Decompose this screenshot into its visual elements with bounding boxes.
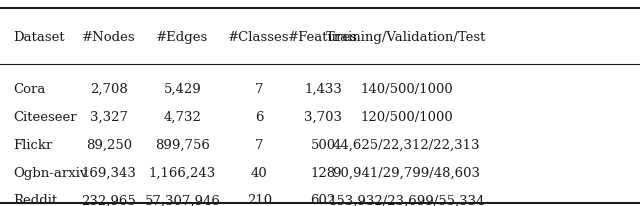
Text: 500: 500 [310, 139, 336, 152]
Text: Reddit: Reddit [13, 194, 57, 206]
Text: 44,625/22,312/22,313: 44,625/22,312/22,313 [333, 139, 480, 152]
Text: 89,250: 89,250 [86, 139, 132, 152]
Text: 169,343: 169,343 [81, 166, 136, 180]
Text: 128: 128 [310, 166, 336, 180]
Text: Flickr: Flickr [13, 139, 52, 152]
Text: #Edges: #Edges [156, 30, 209, 44]
Text: #Classes: #Classes [228, 30, 290, 44]
Text: 602: 602 [310, 194, 336, 206]
Text: 90,941/29,799/48,603: 90,941/29,799/48,603 [332, 166, 481, 180]
Text: 3,327: 3,327 [90, 111, 128, 124]
Text: 7: 7 [255, 139, 264, 152]
Text: 40: 40 [251, 166, 268, 180]
Text: Citeeseer: Citeeseer [13, 111, 76, 124]
Text: #Nodes: #Nodes [82, 30, 136, 44]
Text: Ogbn-arxiv: Ogbn-arxiv [13, 166, 87, 180]
Text: 120/500/1000: 120/500/1000 [360, 111, 452, 124]
Text: Cora: Cora [13, 83, 45, 96]
Text: 4,732: 4,732 [163, 111, 202, 124]
Text: 7: 7 [255, 83, 264, 96]
Text: 210: 210 [246, 194, 272, 206]
Text: 899,756: 899,756 [155, 139, 210, 152]
Text: 2,708: 2,708 [90, 83, 127, 96]
Text: 232,965: 232,965 [81, 194, 136, 206]
Text: #Features: #Features [288, 30, 358, 44]
Text: 1,433: 1,433 [304, 83, 342, 96]
Text: 3,703: 3,703 [304, 111, 342, 124]
Text: Training/Validation/Test: Training/Validation/Test [326, 30, 486, 44]
Text: 6: 6 [255, 111, 264, 124]
Text: 5,429: 5,429 [164, 83, 201, 96]
Text: 1,166,243: 1,166,243 [148, 166, 216, 180]
Text: 57,307,946: 57,307,946 [145, 194, 220, 206]
Text: 140/500/1000: 140/500/1000 [360, 83, 452, 96]
Text: 153,932/23,699/55,334: 153,932/23,699/55,334 [328, 194, 484, 206]
Text: Dataset: Dataset [13, 30, 65, 44]
